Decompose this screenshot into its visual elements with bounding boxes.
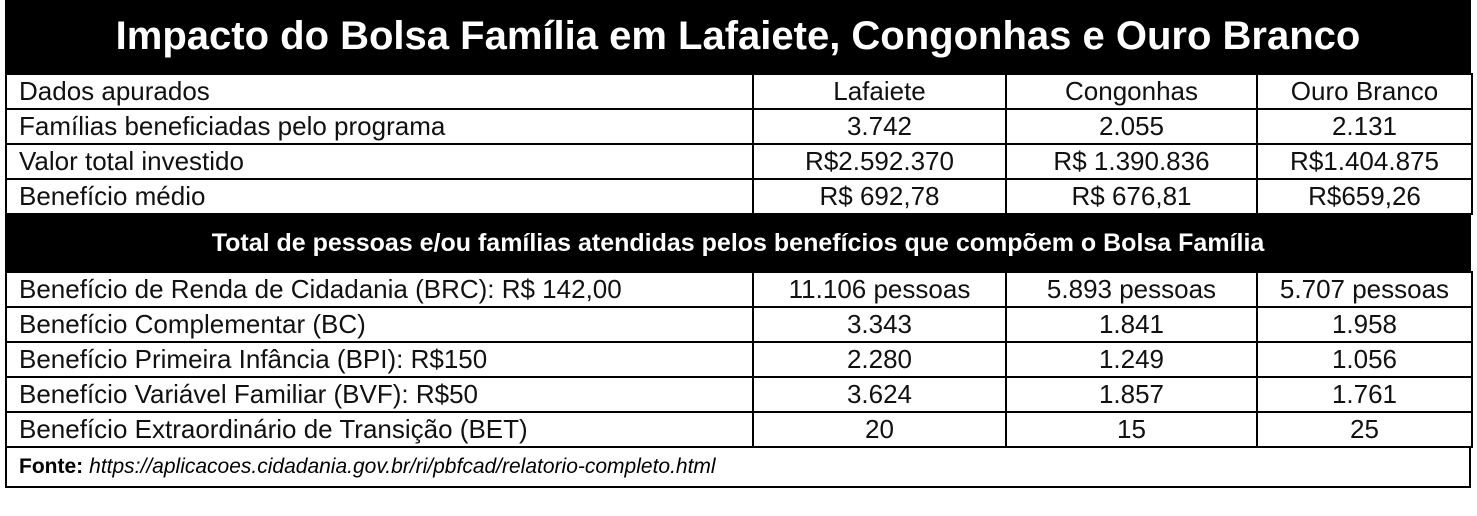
cell: 3.343 (752, 306, 1007, 343)
row-label: Benefício Extraordinário de Transição (B… (5, 411, 754, 448)
cell: 20 (752, 411, 1007, 448)
cell: 2.280 (752, 341, 1007, 378)
cell: 11.106 pessoas (752, 271, 1007, 308)
cell: Ouro Branco (1256, 73, 1473, 110)
cell: 3.742 (752, 108, 1007, 145)
cell: 1.841 (1005, 306, 1258, 343)
cell: 1.249 (1005, 341, 1258, 378)
row-label: Valor total investido (5, 143, 754, 180)
source-url: https://aplicacoes.cidadania.gov.br/ri/p… (89, 455, 716, 478)
section-title: Total de pessoas e/ou famílias atendidas… (5, 215, 1471, 271)
table-row: Valor total investido R$2.592.370 R$ 1.390… (5, 143, 1473, 180)
table-row: Benefício Variável Familiar (BVF): R$50 3… (5, 376, 1473, 413)
cell: R$659,26 (1256, 178, 1473, 215)
row-label: Benefício Primeira Infância (BPI): R$150 (5, 341, 754, 378)
infographic: Impacto do Bolsa Família em Lafaiete, Co… (5, 0, 1473, 488)
cell: 1.761 (1256, 376, 1473, 413)
cell: Lafaiete (752, 73, 1007, 110)
cell: 2.055 (1005, 108, 1258, 145)
cell: 1.857 (1005, 376, 1258, 413)
cell: R$2.592.370 (752, 143, 1007, 180)
source: Fonte: https://aplicacoes.cidadania.gov.… (5, 448, 1471, 488)
cell: R$ 692,78 (752, 178, 1007, 215)
row-label: Famílias beneficiadas pelo programa (5, 108, 754, 145)
cell: 15 (1005, 411, 1258, 448)
cell: 3.624 (752, 376, 1007, 413)
table-row: Benefício médio R$ 692,78 R$ 676,81 R$659,2… (5, 178, 1473, 215)
table-row: Famílias beneficiadas pelo programa 3.742… (5, 108, 1473, 145)
row-label: Benefício Variável Familiar (BVF): R$50 (5, 376, 754, 413)
source-label: Fonte: (19, 455, 84, 478)
table-row: Dados apurados Lafaiete Congonhas Ouro Bran… (5, 73, 1473, 110)
benefits-table: Benefício de Renda de Cidadania (BRC): R… (5, 271, 1473, 448)
cell: 1.056 (1256, 341, 1473, 378)
summary-table: Dados apurados Lafaiete Congonhas Ouro Bran… (5, 73, 1473, 215)
row-label: Benefício Complementar (BC) (5, 306, 754, 343)
row-label: Benefício de Renda de Cidadania (BRC): R… (5, 271, 754, 308)
row-label: Dados apurados (5, 73, 754, 110)
table-row: Benefício de Renda de Cidadania (BRC): R… (5, 271, 1473, 308)
table-row: Benefício Primeira Infância (BPI): R$150… (5, 341, 1473, 378)
cell: R$1.404.875 (1256, 143, 1473, 180)
table-row: Benefício Extraordinário de Transição (B… (5, 411, 1473, 448)
cell: 5.893 pessoas (1005, 271, 1258, 308)
cell: Congonhas (1005, 73, 1258, 110)
title: Impacto do Bolsa Família em Lafaiete, Co… (5, 0, 1471, 73)
cell: 2.131 (1256, 108, 1473, 145)
cell: 1.958 (1256, 306, 1473, 343)
cell: R$ 1.390.836 (1005, 143, 1258, 180)
cell: R$ 676,81 (1005, 178, 1258, 215)
cell: 25 (1256, 411, 1473, 448)
table-row: Benefício Complementar (BC) 3.343 1.841 1.9… (5, 306, 1473, 343)
cell: 5.707 pessoas (1256, 271, 1473, 308)
row-label: Benefício médio (5, 178, 754, 215)
